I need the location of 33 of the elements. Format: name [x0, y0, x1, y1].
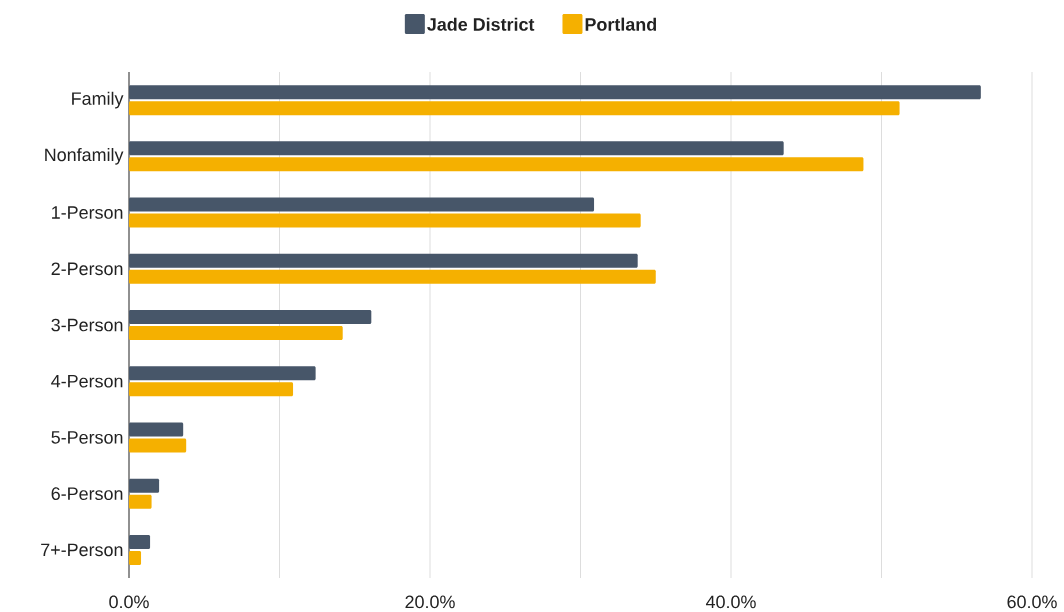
bar: [129, 253, 638, 268]
x-tick-label: 20.0%: [405, 595, 455, 609]
legend-label: Portland: [585, 17, 657, 31]
bar: [129, 438, 187, 453]
bar: [129, 494, 152, 509]
legend-label: Jade District: [427, 17, 535, 31]
bar: [129, 197, 595, 212]
bar: [129, 101, 900, 116]
y-tick-label: Nonfamily: [45, 147, 124, 165]
bar: [129, 382, 294, 397]
bar: [129, 141, 784, 156]
bar: [129, 85, 981, 100]
y-tick-label: 5-Person: [51, 431, 123, 444]
bar: [129, 366, 316, 381]
bar: [129, 269, 656, 284]
y-tick-label: 6-Person: [51, 487, 123, 501]
bar: [129, 550, 142, 565]
y-tick-label: 4-Person: [51, 374, 123, 388]
y-tick-label: Family: [72, 91, 124, 109]
bar: [129, 213, 641, 228]
y-tick-label: 1-Person: [52, 206, 123, 219]
y-tick-label: 2-Person: [51, 262, 123, 276]
y-tick-label: 7+-Person: [41, 543, 123, 557]
bar: [129, 310, 372, 325]
y-tick-label: 3-Person: [51, 318, 123, 332]
x-tick-label: 0.0%: [109, 595, 149, 609]
bar: [129, 534, 151, 549]
bar: [129, 478, 160, 493]
bar: [129, 157, 864, 172]
x-tick-label: 60.0%: [1007, 595, 1057, 609]
bar: [129, 422, 184, 437]
x-tick-label: 40.0%: [705, 595, 756, 609]
bar: [129, 326, 343, 341]
